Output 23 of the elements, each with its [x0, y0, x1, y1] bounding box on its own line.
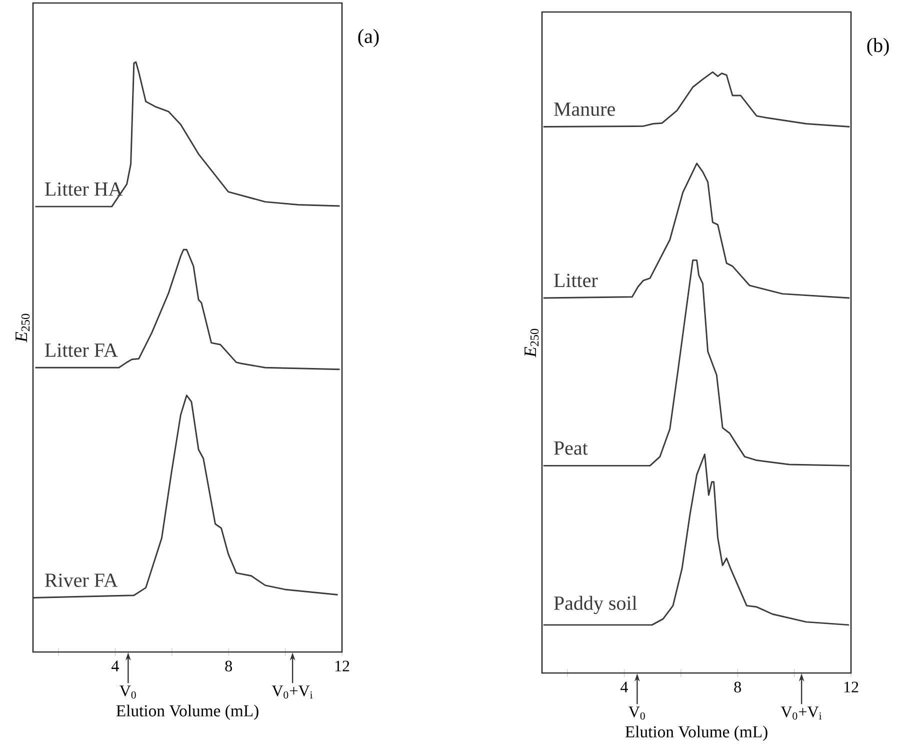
- x-axis-title: Elution Volume (mL): [116, 704, 258, 720]
- text: V$_{0}$+V$_{i}$: [272, 686, 313, 699]
- series-label: Litter: [554, 274, 598, 288]
- series-label: Paddy soil: [554, 596, 637, 614]
- series-label: Peat: [554, 442, 588, 455]
- series-label: River FA: [45, 574, 118, 587]
- x-tick-label: 12: [844, 682, 858, 692]
- y-axis-title: E$_{250}$: [524, 328, 539, 358]
- x-tick-label: 8: [734, 682, 741, 692]
- x-tick-label: 4: [112, 660, 119, 672]
- text: V$_{0}$+V$_{i}$: [780, 706, 822, 720]
- series-label: Litter HA: [45, 182, 123, 196]
- chart-title: (b): [867, 38, 889, 56]
- text: V$_{0}$: [120, 686, 136, 699]
- text: V$_{0}$: [628, 706, 645, 720]
- series-label: Manure: [554, 102, 615, 116]
- x-axis-title: Elution Volume (mL): [625, 726, 768, 741]
- x-tick-label: 8: [225, 660, 232, 672]
- series-label: Litter FA: [45, 343, 118, 357]
- y-axis-title: E$_{250}$: [16, 314, 30, 342]
- chart-title: (a): [358, 29, 379, 48]
- x-tick-label: 12: [335, 660, 350, 672]
- x-tick-label: 4: [620, 682, 628, 692]
